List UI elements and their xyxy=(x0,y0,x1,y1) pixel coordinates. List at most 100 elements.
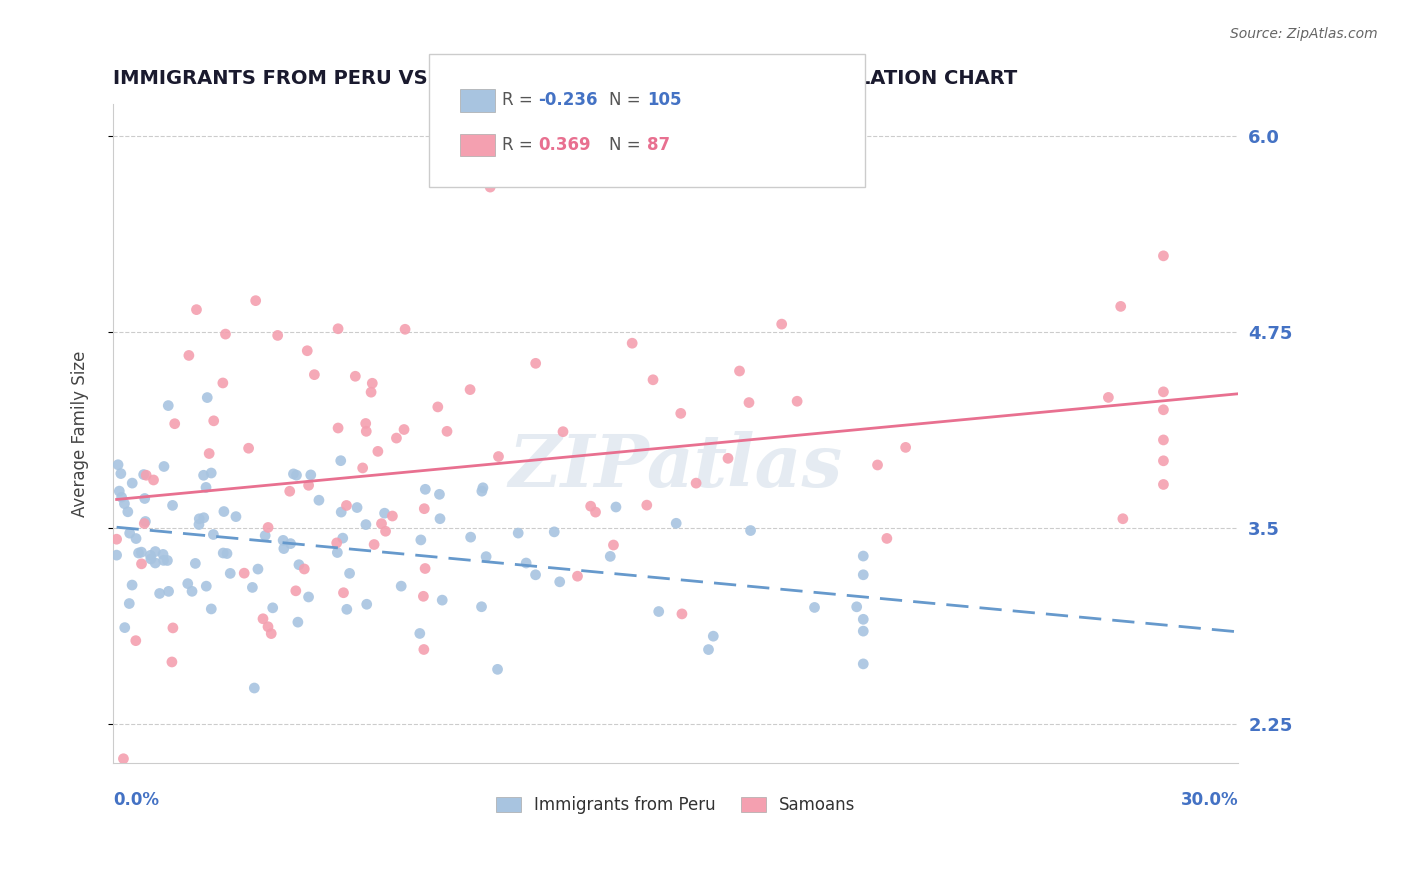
Point xyxy=(273,541,295,556)
Point xyxy=(162,621,184,635)
Point xyxy=(212,504,235,518)
Point xyxy=(602,538,624,552)
Point xyxy=(163,417,186,431)
Point xyxy=(335,499,357,513)
Point xyxy=(392,423,415,437)
Text: ZIPatlas: ZIPatlas xyxy=(509,431,842,502)
Point xyxy=(803,600,825,615)
Point xyxy=(641,373,664,387)
Point xyxy=(381,509,404,524)
Point xyxy=(195,579,218,593)
Point xyxy=(1112,512,1135,526)
Point xyxy=(280,536,302,550)
Point xyxy=(339,566,361,581)
Point xyxy=(845,599,868,614)
Point xyxy=(370,516,392,531)
Point xyxy=(188,517,211,532)
Point xyxy=(112,497,135,511)
Point xyxy=(876,532,898,546)
Point xyxy=(728,364,751,378)
Point xyxy=(121,578,143,592)
Point xyxy=(202,414,225,428)
Point xyxy=(717,451,740,466)
Point xyxy=(131,545,153,559)
Point xyxy=(479,180,502,194)
Point xyxy=(125,633,148,648)
Point xyxy=(118,597,141,611)
Text: Source: ZipAtlas.com: Source: ZipAtlas.com xyxy=(1230,27,1378,41)
Point xyxy=(212,546,235,560)
Point xyxy=(297,343,319,358)
Text: 0.0%: 0.0% xyxy=(112,791,159,809)
Point xyxy=(114,621,136,635)
Point xyxy=(219,566,242,581)
Point xyxy=(143,556,166,570)
Point xyxy=(304,368,326,382)
Point xyxy=(413,501,436,516)
Point xyxy=(1152,477,1174,491)
Point xyxy=(287,615,309,629)
Point xyxy=(245,293,267,308)
Point xyxy=(429,487,451,501)
Point xyxy=(254,528,277,542)
Point xyxy=(225,509,247,524)
Point xyxy=(105,548,128,562)
Point xyxy=(135,468,157,483)
Point xyxy=(636,498,658,512)
Point xyxy=(412,642,434,657)
Point xyxy=(344,369,367,384)
Point xyxy=(292,562,315,576)
Point xyxy=(426,400,449,414)
Point xyxy=(330,505,353,519)
Point xyxy=(198,446,221,460)
Point xyxy=(105,532,128,546)
Point xyxy=(308,493,330,508)
Point xyxy=(233,566,256,581)
Point xyxy=(1152,454,1174,468)
Point xyxy=(432,593,454,607)
Point xyxy=(128,546,150,560)
Point xyxy=(394,322,416,336)
Point xyxy=(852,612,875,626)
Point xyxy=(702,629,724,643)
Point xyxy=(429,512,451,526)
Point xyxy=(486,662,509,676)
Text: 105: 105 xyxy=(647,91,682,109)
Point xyxy=(1152,384,1174,399)
Point xyxy=(325,536,347,550)
Point xyxy=(866,458,889,472)
Point xyxy=(740,524,762,538)
Point xyxy=(149,586,172,600)
Point xyxy=(508,526,530,541)
Point xyxy=(162,499,184,513)
Point xyxy=(567,569,589,583)
Text: R =: R = xyxy=(502,136,538,153)
Point xyxy=(156,553,179,567)
Point xyxy=(354,425,377,439)
Point xyxy=(697,642,720,657)
Point xyxy=(125,532,148,546)
Point xyxy=(243,681,266,695)
Point xyxy=(524,356,547,370)
Point xyxy=(257,620,280,634)
Point xyxy=(412,590,434,604)
Point xyxy=(153,459,176,474)
Y-axis label: Average Family Size: Average Family Size xyxy=(72,351,89,517)
Point xyxy=(361,376,384,391)
Point xyxy=(460,530,482,544)
Point xyxy=(852,549,875,563)
Point xyxy=(326,421,349,435)
Point xyxy=(329,453,352,467)
Point xyxy=(142,473,165,487)
Point xyxy=(585,505,607,519)
Point xyxy=(605,500,627,514)
Point xyxy=(200,602,222,616)
Point xyxy=(299,467,322,482)
Text: N =: N = xyxy=(609,136,645,153)
Point xyxy=(284,583,307,598)
Point xyxy=(260,626,283,640)
Point xyxy=(152,548,174,562)
Point xyxy=(363,537,385,551)
Point xyxy=(118,526,141,541)
Point xyxy=(515,556,537,570)
